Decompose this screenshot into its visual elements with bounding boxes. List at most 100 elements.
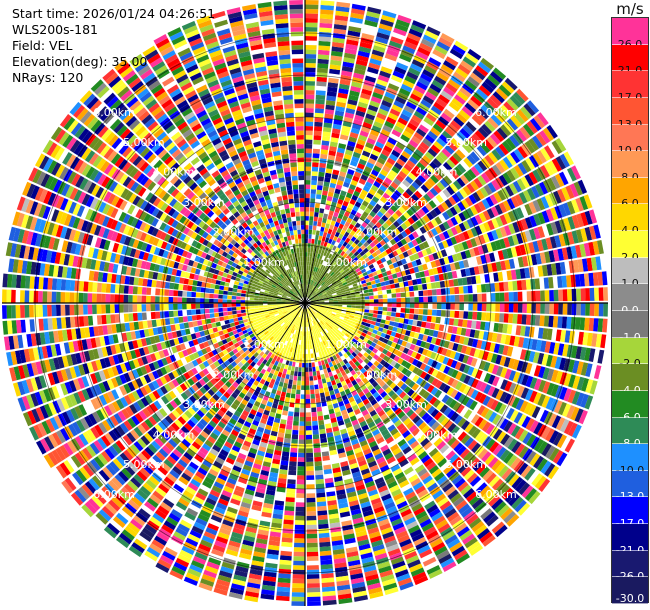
range-gate-cell bbox=[451, 379, 459, 389]
range-gate-cell bbox=[336, 321, 342, 326]
range-gate-cell bbox=[411, 403, 420, 412]
range-gate-cell bbox=[353, 343, 359, 349]
range-gate-cell bbox=[415, 258, 422, 266]
range-gate-cell bbox=[313, 309, 318, 313]
range-gate-cell bbox=[324, 118, 333, 124]
range-gate-cell bbox=[351, 194, 358, 201]
range-gate-cell bbox=[453, 180, 462, 190]
range-gate-cell bbox=[506, 346, 514, 357]
range-gate-cell bbox=[356, 235, 363, 242]
range-gate-cell bbox=[429, 245, 437, 254]
range-gate-cell bbox=[434, 274, 440, 282]
range-gate-cell bbox=[521, 485, 534, 499]
range-gate-cell bbox=[540, 196, 550, 209]
range-gate-cell bbox=[481, 284, 487, 293]
range-gate-cell bbox=[502, 156, 513, 169]
range-gate-cell bbox=[495, 228, 503, 239]
range-gate-cell bbox=[314, 384, 319, 390]
range-gate-cell bbox=[367, 316, 373, 321]
range-gate-cell bbox=[508, 313, 514, 324]
range-gate-cell bbox=[389, 108, 401, 117]
range-gate-cell bbox=[470, 276, 477, 285]
range-gate-cell bbox=[391, 165, 401, 174]
range-gate-cell bbox=[454, 460, 466, 471]
range-gate-cell bbox=[428, 329, 435, 337]
range-gate-cell bbox=[446, 238, 453, 247]
range-gate-cell bbox=[481, 157, 491, 169]
range-gate-cell bbox=[379, 323, 385, 328]
range-gate-cell bbox=[279, 559, 292, 566]
range-gate-cell bbox=[336, 335, 342, 341]
range-gate-cell bbox=[585, 363, 593, 377]
range-gate-cell bbox=[317, 273, 322, 279]
range-gate-cell bbox=[421, 249, 428, 257]
range-gate-cell bbox=[305, 94, 315, 100]
range-gate-cell bbox=[330, 59, 342, 66]
range-gate-cell bbox=[316, 323, 320, 329]
range-gate-cell bbox=[325, 104, 335, 111]
range-gate-cell bbox=[428, 254, 435, 262]
range-gate-cell bbox=[507, 423, 517, 435]
range-gate-cell bbox=[372, 448, 382, 456]
range-gate-cell bbox=[396, 217, 404, 225]
range-gate-cell bbox=[342, 252, 348, 259]
range-gate-cell bbox=[280, 460, 289, 466]
range-gate-cell bbox=[407, 32, 421, 42]
range-gate-cell bbox=[511, 496, 524, 510]
range-gate-cell bbox=[395, 209, 403, 217]
range-gate-cell bbox=[370, 258, 377, 264]
range-gate-cell bbox=[316, 406, 323, 412]
range-gate-cell bbox=[359, 130, 369, 138]
range-gate-cell bbox=[337, 147, 345, 154]
range-gate-cell bbox=[430, 282, 437, 289]
range-gate-cell bbox=[326, 257, 331, 263]
range-gate-cell bbox=[523, 123, 535, 137]
range-gate-cell bbox=[517, 303, 523, 313]
range-gate-cell bbox=[366, 339, 373, 345]
range-gate-cell bbox=[307, 601, 321, 606]
range-gate-cell bbox=[310, 299, 316, 302]
range-gate-cell bbox=[590, 257, 598, 271]
range-gate-cell bbox=[361, 332, 367, 338]
range-gate-cell bbox=[346, 103, 357, 110]
range-gate-cell bbox=[366, 269, 372, 275]
range-gate-cell bbox=[393, 236, 401, 243]
range-gate-cell bbox=[312, 292, 317, 296]
range-gate-cell bbox=[446, 158, 456, 169]
range-gate-cell bbox=[488, 475, 501, 488]
range-gate-cell bbox=[533, 455, 544, 469]
range-gate-cell bbox=[443, 108, 455, 119]
range-gate-cell bbox=[479, 382, 488, 393]
range-gate-cell bbox=[417, 489, 429, 499]
range-gate-cell bbox=[368, 264, 375, 270]
range-gate-cell bbox=[509, 95, 522, 108]
range-gate-cell bbox=[319, 301, 325, 303]
range-gate-cell bbox=[290, 397, 295, 403]
range-gate-cell bbox=[406, 71, 419, 81]
range-gate-cell bbox=[305, 349, 308, 354]
range-gate-cell bbox=[407, 122, 418, 132]
range-gate-cell bbox=[306, 274, 308, 280]
range-gate-cell bbox=[345, 192, 353, 199]
range-gate-cell bbox=[374, 417, 382, 425]
range-gate-cell bbox=[387, 480, 398, 489]
range-gate-cell bbox=[437, 331, 443, 339]
range-gate-cell bbox=[419, 141, 430, 151]
range-gate-cell bbox=[319, 208, 325, 214]
range-gate-cell bbox=[525, 362, 533, 375]
range-gate-cell bbox=[519, 349, 527, 360]
range-gate-cell bbox=[583, 242, 591, 257]
range-gate-cell bbox=[305, 36, 317, 41]
range-gate-cell bbox=[459, 529, 473, 541]
range-gate-cell bbox=[305, 9, 319, 14]
range-gate-cell bbox=[463, 311, 469, 319]
range-gate-cell bbox=[390, 231, 397, 238]
range-gate-cell bbox=[344, 268, 350, 273]
range-gate-cell bbox=[551, 158, 562, 172]
range-gate-cell bbox=[446, 228, 454, 238]
range-gate-cell bbox=[516, 280, 523, 291]
range-gate-cell bbox=[390, 367, 398, 375]
range-gate-cell bbox=[427, 482, 439, 492]
range-gate-cell bbox=[536, 150, 547, 164]
